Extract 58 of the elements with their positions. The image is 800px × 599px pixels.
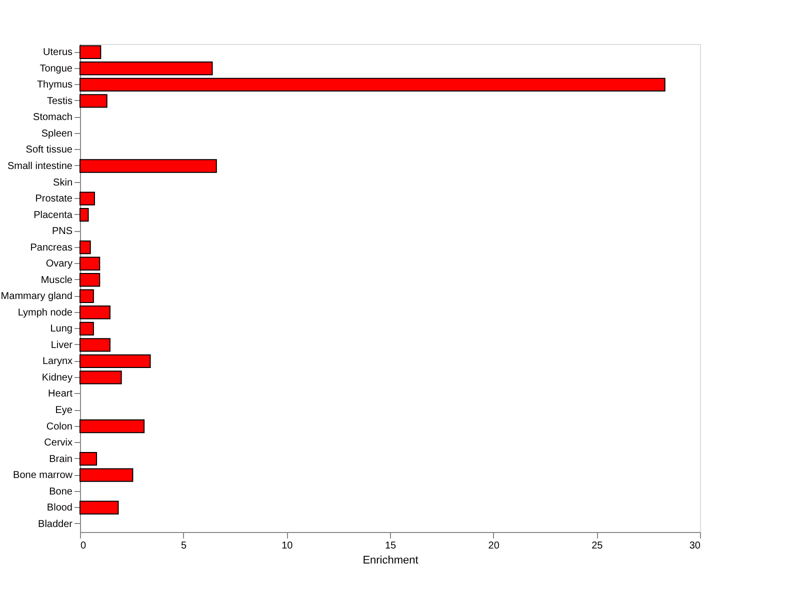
y-tick-label: Uterus (43, 47, 72, 58)
y-tick-label: PNS (52, 226, 73, 238)
x-tick-label: 0 (80, 540, 86, 552)
y-tick-label: Eye (55, 405, 73, 416)
x-axis-title: Enrichment (362, 554, 418, 566)
bar (80, 354, 151, 368)
bar (80, 240, 91, 254)
bar (80, 338, 110, 352)
y-tick-label: Soft tissue (26, 144, 73, 156)
y-tick-label: Muscle (40, 274, 73, 286)
y-tick-label: Ovary (46, 258, 72, 270)
y-tick-label: Cervix (44, 438, 72, 449)
bar (80, 45, 102, 59)
y-tick-label: Liver (50, 340, 74, 351)
bar (80, 78, 666, 92)
y-tick-label: Testis (46, 96, 72, 107)
bar (80, 452, 98, 466)
bar (80, 468, 134, 482)
bar (80, 289, 94, 303)
y-tick-label: Bone marrow (13, 470, 74, 482)
x-tick-label: 5 (181, 540, 188, 552)
y-tick-label: Larynx (42, 356, 72, 368)
bar (80, 208, 89, 222)
y-tick-label: Brain (49, 454, 72, 465)
bar (80, 159, 217, 173)
y-tick-label: Skin (53, 177, 72, 188)
x-tick-label: 25 (592, 540, 604, 552)
y-tick-label: Bladder (38, 518, 74, 530)
y-tick-label: Small intestine (7, 161, 73, 172)
y-tick-label: Spleen (41, 128, 72, 140)
bar (80, 192, 95, 206)
y-tick-label: Prostate (35, 194, 73, 205)
bar (80, 306, 110, 320)
bar (80, 322, 94, 336)
y-tick-label: Kidney (42, 372, 72, 384)
x-tick-label: 30 (689, 540, 701, 552)
bar (80, 273, 100, 287)
y-tick-label: Tongue (40, 63, 73, 74)
y-tick-label: Mammary gland (0, 291, 72, 302)
x-tick-label: 15 (384, 540, 396, 552)
bar (80, 62, 213, 76)
y-tick-label: Colon (46, 421, 72, 432)
bar (80, 94, 108, 108)
y-tick-label: Lung (50, 324, 72, 335)
y-tick-label: Bone (49, 486, 73, 498)
bar (80, 500, 119, 514)
y-tick-label: Stomach (33, 112, 72, 124)
y-tick-label: Placenta (34, 210, 73, 221)
x-tick-label: 10 (282, 540, 294, 552)
bar (80, 256, 100, 270)
y-tick-label: Pancreas (30, 242, 72, 254)
x-tick-label: 20 (488, 540, 500, 552)
y-tick-label: Lymph node (18, 307, 73, 318)
y-tick-label: Heart (48, 388, 73, 400)
bar (80, 370, 122, 384)
y-tick-label: Thymus (36, 80, 72, 91)
bar (80, 419, 145, 434)
y-tick-label: Blood (46, 502, 72, 514)
